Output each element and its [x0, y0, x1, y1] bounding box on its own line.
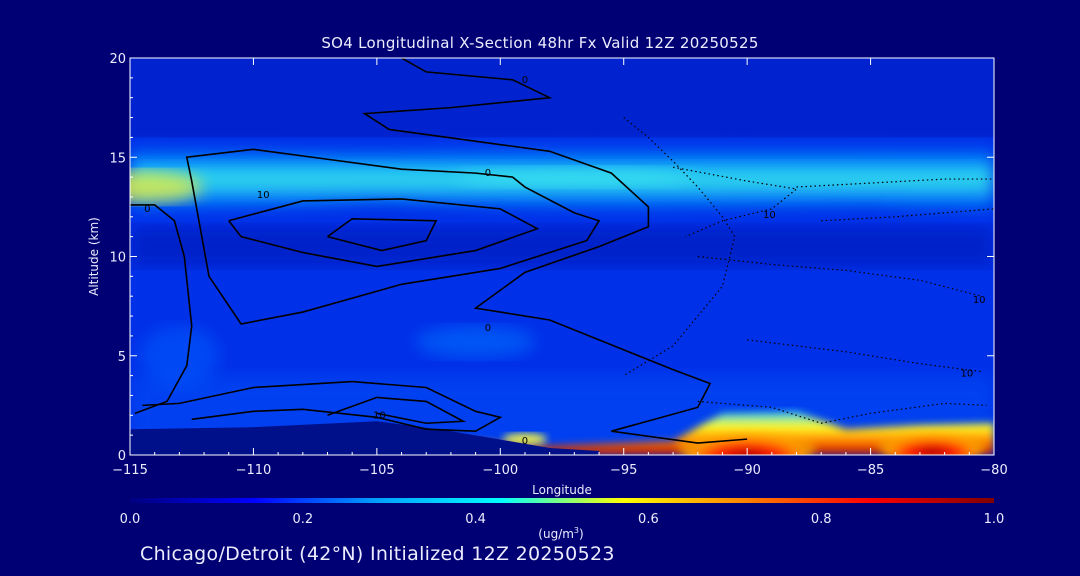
colorbar-tick-label: 0.6 — [638, 512, 659, 527]
x-tick-label: −115 — [112, 463, 148, 478]
contour-label-9: 10 — [960, 369, 973, 380]
x-tick-label: −100 — [482, 463, 518, 478]
colorbar-tick-label: 0.8 — [810, 512, 832, 527]
y-tick-label: 10 — [109, 251, 126, 266]
x-tick-label: −85 — [857, 463, 884, 478]
contour-outer-loop — [185, 148, 601, 325]
contour-label-0: 0 — [522, 75, 528, 86]
contour-neg-5 — [697, 255, 982, 297]
contour-inner-loop — [327, 217, 438, 252]
x-axis-label: Longitude — [532, 483, 592, 497]
mid-blue-patch — [415, 325, 536, 358]
colorbar — [130, 498, 994, 503]
plume-hotspot-east — [877, 427, 988, 455]
colorbar-tick-label: 0.0 — [119, 512, 141, 527]
contour-10-loop — [228, 198, 540, 268]
contour-label-3: 0 — [144, 204, 150, 215]
upper-dark-band — [130, 58, 994, 138]
x-tick-label: −105 — [359, 463, 395, 478]
footer-caption: Chicago/Detroit (42°N) Initialized 12Z 2… — [140, 543, 615, 565]
terrain-mask — [130, 421, 600, 455]
colorbar-tick-label: 1.0 — [983, 512, 1005, 527]
axes: −115 −110 −105 −100 −95 −90 −85 −80 0 5 10 15 20 Long… — [87, 52, 1008, 503]
x-tick-label: −95 — [610, 463, 637, 478]
contour-label-6: 0 — [522, 436, 528, 447]
mid-dark-band — [130, 226, 994, 267]
y-tick-label: 15 — [109, 151, 126, 166]
y-axis-label: Altitude (km) — [87, 217, 101, 296]
contour-label-4: 0 — [485, 323, 491, 334]
contour-low-loop — [142, 380, 503, 432]
contour-neg-6 — [747, 339, 982, 373]
contour-label-2: 10 — [257, 190, 270, 201]
x-tick-label: −110 — [236, 463, 272, 478]
y-tick-label: 5 — [118, 350, 126, 365]
contour-label-1: 0 — [485, 168, 491, 179]
contour-0-main — [362, 58, 748, 444]
x-tick-label: −80 — [980, 463, 1007, 478]
colorbar-tick-label: 0.2 — [292, 512, 314, 527]
plume-hotspot-west — [677, 425, 818, 455]
y-tick-label: 0 — [118, 449, 126, 464]
contour-neg-3 — [796, 178, 994, 188]
west-blue-patch — [139, 325, 220, 386]
contour-label-7: 10 — [763, 210, 776, 221]
upper-layer-cyan-patch — [454, 167, 695, 188]
x-tick-label: −90 — [733, 463, 760, 478]
contour-0-west — [130, 204, 193, 415]
contour-neg-4 — [821, 208, 994, 222]
colorbar-tick-label: 0.4 — [465, 512, 486, 527]
contour-lines: 0 0 10 0 0 10 0 10 10 10 — [130, 58, 994, 447]
colorbar-units: (ug/m3) — [538, 526, 584, 541]
contour-low-10 — [327, 396, 467, 425]
upper-layer-peak — [130, 171, 203, 204]
y-tick-label: 20 — [109, 52, 126, 67]
chart-title: SO4 Longitudinal X-Section 48hr Fx Valid… — [321, 34, 759, 52]
concentration-field — [130, 58, 994, 455]
contour-label-5: 10 — [373, 410, 386, 421]
contour-neg-1 — [623, 117, 736, 377]
contour-label-8: 10 — [973, 295, 986, 306]
